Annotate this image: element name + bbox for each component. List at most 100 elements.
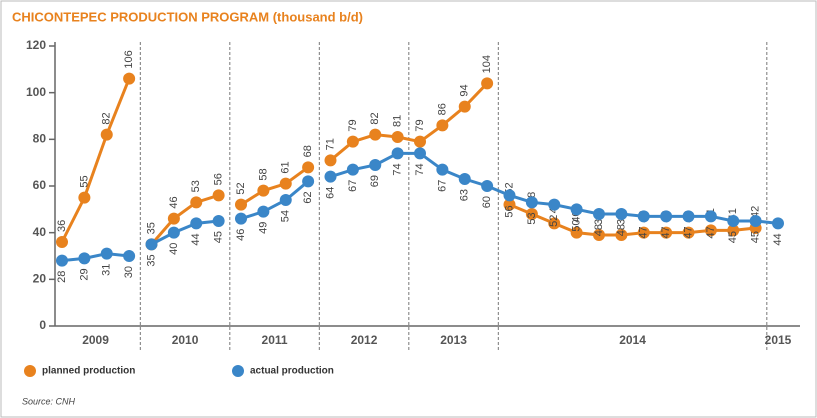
chart-title: CHICONTEPEC PRODUCTION PROGRAM (thousand… bbox=[12, 9, 363, 24]
data-label: 82 bbox=[101, 112, 113, 124]
data-label: 71 bbox=[324, 138, 336, 150]
data-label: 79 bbox=[347, 119, 359, 131]
year-label: 2012 bbox=[351, 333, 378, 347]
data-label: 47 bbox=[660, 226, 672, 238]
point bbox=[593, 208, 605, 220]
point bbox=[637, 210, 650, 223]
data-label: 44 bbox=[772, 233, 784, 245]
series-line bbox=[508, 203, 756, 237]
point bbox=[637, 226, 650, 239]
data-label: 58 bbox=[257, 168, 269, 180]
point bbox=[190, 217, 203, 230]
point bbox=[56, 254, 68, 267]
data-label: 48 bbox=[593, 224, 605, 236]
point bbox=[615, 229, 628, 241]
data-label: 69 bbox=[369, 175, 381, 187]
y-tick-label: 0 bbox=[39, 318, 46, 332]
point bbox=[570, 226, 583, 239]
point bbox=[346, 163, 359, 176]
legend-label: actual production bbox=[250, 366, 334, 377]
point bbox=[145, 238, 158, 251]
data-label: 47 bbox=[682, 226, 694, 238]
data-label: 68 bbox=[302, 145, 314, 157]
point bbox=[56, 236, 68, 248]
data-label: 46 bbox=[235, 229, 247, 241]
point bbox=[593, 229, 605, 241]
data-label: 47 bbox=[638, 226, 650, 238]
point bbox=[525, 208, 538, 220]
data-label: 48 bbox=[615, 224, 627, 236]
source: Source: CNH bbox=[22, 396, 76, 406]
data-label: 74 bbox=[392, 163, 404, 175]
point bbox=[458, 173, 471, 185]
point bbox=[414, 135, 426, 148]
point bbox=[279, 177, 292, 190]
data-label: 79 bbox=[414, 119, 426, 131]
point bbox=[212, 189, 225, 202]
data-label: 35 bbox=[145, 254, 157, 266]
data-label: 28 bbox=[56, 271, 68, 283]
series-line bbox=[240, 180, 310, 221]
point bbox=[682, 226, 695, 239]
data-label: 31 bbox=[101, 264, 113, 276]
data-label: 29 bbox=[78, 268, 90, 280]
data-label: 61 bbox=[280, 161, 292, 173]
data-label: 53 bbox=[526, 212, 538, 224]
point bbox=[391, 147, 404, 160]
y-tick-label: 80 bbox=[33, 132, 47, 146]
data-label: 62 bbox=[302, 191, 314, 203]
data-label: 47 bbox=[705, 226, 717, 238]
y-tick-label: 120 bbox=[26, 38, 46, 52]
point bbox=[190, 196, 203, 209]
point bbox=[123, 72, 136, 85]
point bbox=[503, 189, 516, 202]
y-tick-label: 60 bbox=[33, 178, 47, 192]
year-label: 2009 bbox=[82, 333, 109, 347]
point bbox=[391, 131, 404, 143]
point bbox=[302, 175, 315, 188]
point bbox=[257, 205, 270, 218]
data-label: 53 bbox=[190, 180, 202, 192]
series-line bbox=[150, 193, 220, 246]
data-label: 67 bbox=[436, 180, 448, 192]
point bbox=[123, 250, 136, 262]
point bbox=[369, 159, 382, 171]
data-label: 60 bbox=[481, 196, 493, 208]
point bbox=[78, 191, 91, 204]
data-label: 64 bbox=[324, 187, 336, 199]
data-label: 56 bbox=[213, 173, 225, 185]
series-line bbox=[60, 78, 131, 243]
point bbox=[414, 147, 426, 160]
y-tick-label: 40 bbox=[33, 225, 47, 239]
point bbox=[615, 208, 628, 220]
point bbox=[100, 247, 113, 260]
point bbox=[302, 161, 315, 174]
year-label: 2011 bbox=[262, 333, 288, 347]
point bbox=[727, 215, 740, 227]
point bbox=[167, 226, 180, 239]
data-label: 45 bbox=[727, 231, 739, 243]
point bbox=[436, 163, 449, 176]
point bbox=[749, 215, 762, 227]
data-label: 104 bbox=[481, 55, 493, 73]
point bbox=[458, 100, 471, 113]
data-label: 49 bbox=[257, 222, 269, 234]
point bbox=[235, 198, 247, 211]
data-label: 52 bbox=[548, 215, 560, 227]
data-label: 35 bbox=[145, 222, 157, 234]
y-tick-label: 100 bbox=[26, 85, 46, 99]
point bbox=[257, 184, 270, 197]
data-label: 50 bbox=[571, 219, 583, 231]
point bbox=[324, 154, 337, 167]
legend-label: planned production bbox=[42, 366, 135, 377]
point bbox=[682, 210, 695, 223]
point bbox=[212, 215, 225, 227]
point bbox=[525, 196, 538, 209]
data-label: 67 bbox=[347, 180, 359, 192]
point bbox=[324, 170, 337, 183]
point bbox=[704, 210, 717, 223]
point bbox=[727, 224, 740, 237]
year-label: 2013 bbox=[440, 333, 467, 347]
point bbox=[660, 210, 673, 223]
